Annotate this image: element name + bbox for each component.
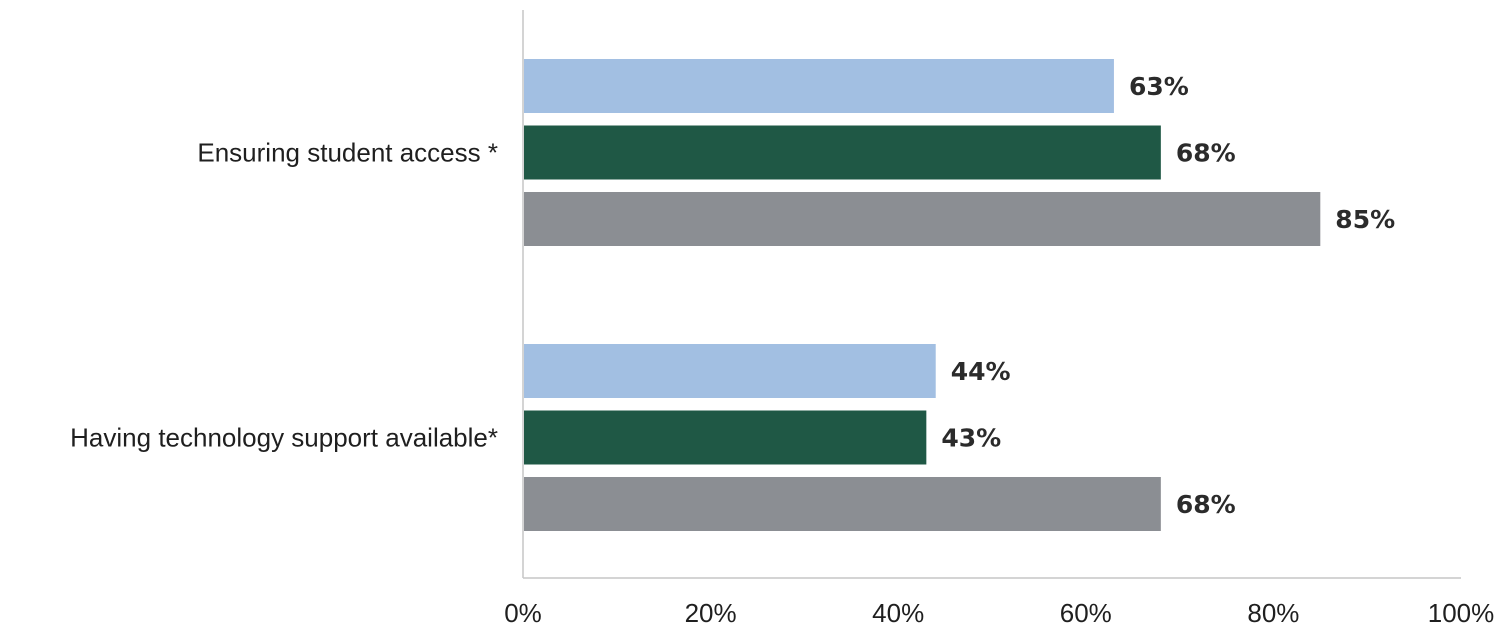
bars bbox=[524, 59, 1321, 531]
bar bbox=[524, 410, 927, 465]
bar bbox=[524, 344, 936, 398]
category-label: Ensuring student access * bbox=[197, 138, 498, 168]
x-tick-label: 0% bbox=[504, 598, 542, 626]
bar-value-label: 68% bbox=[1176, 490, 1236, 519]
x-tick-label: 40% bbox=[872, 598, 924, 626]
bar-value-label: 44% bbox=[951, 357, 1011, 386]
bar-value-label: 43% bbox=[941, 424, 1001, 453]
axes: 0% 20% 40% 60% 80% 100% bbox=[504, 10, 1494, 626]
bar-value-label: 68% bbox=[1176, 139, 1236, 168]
bar bbox=[524, 59, 1114, 113]
labels: 63% 68% 85% Ensuring student access * 44% 43%… bbox=[70, 72, 1395, 519]
bar bbox=[524, 192, 1321, 246]
bar bbox=[524, 125, 1161, 180]
bar-value-label: 63% bbox=[1129, 72, 1189, 101]
x-tick-label: 80% bbox=[1247, 598, 1299, 626]
x-tick-label: 100% bbox=[1428, 598, 1495, 626]
x-tick-label: 20% bbox=[685, 598, 737, 626]
category-label: Having technology support available* bbox=[70, 423, 498, 453]
x-tick-label: 60% bbox=[1060, 598, 1112, 626]
bar-value-label: 85% bbox=[1335, 205, 1395, 234]
bar bbox=[524, 477, 1161, 531]
